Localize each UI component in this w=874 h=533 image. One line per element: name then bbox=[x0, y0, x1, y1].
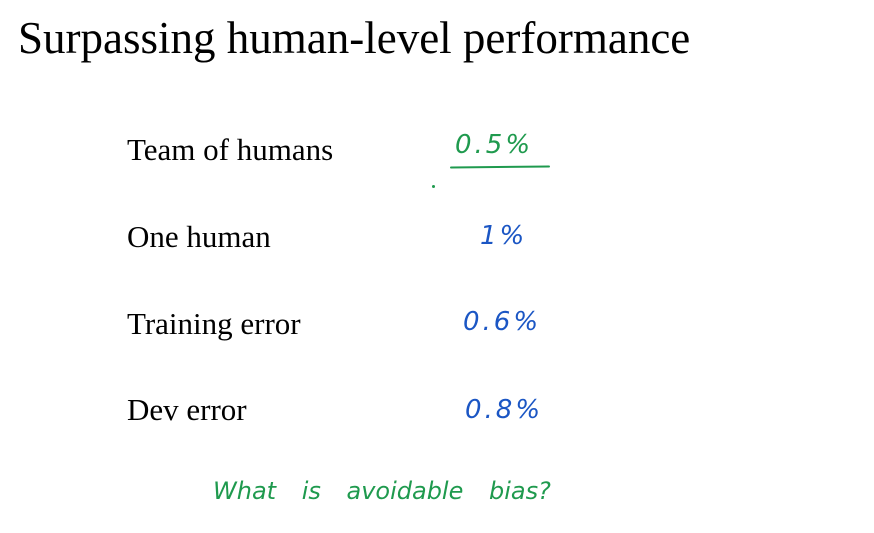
row-label-team-of-humans: Team of humans bbox=[127, 132, 334, 167]
row-label-dev-error: Dev error bbox=[127, 392, 247, 427]
value-training-error: 0.6% bbox=[463, 307, 542, 337]
row-label-training-error: Training error bbox=[127, 306, 301, 341]
row-label-one-human: One human bbox=[127, 219, 271, 254]
value-one-human: 1% bbox=[480, 221, 528, 251]
value-team-of-humans: 0.5% bbox=[455, 130, 534, 160]
value-dev-error: 0.8% bbox=[465, 395, 544, 425]
stray-ink-dot bbox=[432, 185, 435, 188]
value-underline bbox=[449, 165, 551, 169]
slide-title: Surpassing human-level performance bbox=[18, 13, 691, 63]
handwritten-question: What is avoidable bias? bbox=[213, 477, 551, 505]
